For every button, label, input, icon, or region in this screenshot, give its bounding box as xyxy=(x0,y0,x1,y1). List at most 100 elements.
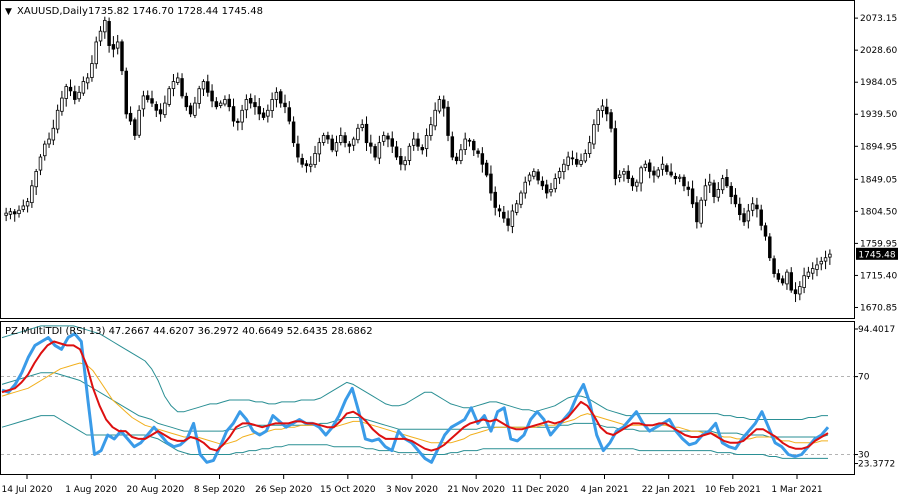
candle-body xyxy=(519,192,523,205)
candle xyxy=(360,119,364,132)
candle-body xyxy=(566,156,570,166)
candle xyxy=(750,197,755,217)
candle-body xyxy=(433,109,437,127)
price-axis-label: 1939.50 xyxy=(860,110,897,120)
candle-body xyxy=(738,203,742,215)
candle xyxy=(38,154,43,176)
candle-body xyxy=(231,106,236,122)
candle xyxy=(34,168,38,195)
candle-body xyxy=(437,99,442,112)
candle xyxy=(420,144,425,155)
candle xyxy=(399,148,403,171)
candle-body xyxy=(163,102,167,116)
candle xyxy=(810,262,815,280)
chart-dropdown-icon[interactable]: ▼ xyxy=(5,7,12,17)
candle xyxy=(828,249,832,265)
candle-body xyxy=(128,112,133,122)
indicator-axis-label: 30 xyxy=(858,451,870,461)
candle xyxy=(635,179,639,192)
candle xyxy=(699,197,703,228)
candle xyxy=(532,168,536,180)
candle-body xyxy=(399,156,403,165)
candle xyxy=(141,90,146,117)
candle-body xyxy=(236,120,240,123)
candle xyxy=(21,199,26,213)
candle-body xyxy=(660,163,665,170)
candle xyxy=(489,165,493,201)
candle xyxy=(776,269,781,283)
candle xyxy=(592,119,596,150)
candle-body xyxy=(716,189,721,198)
candle-body xyxy=(815,264,819,270)
candle xyxy=(733,188,738,208)
indicator-line-signal xyxy=(1,340,829,452)
candle-body xyxy=(810,268,815,274)
candle-body xyxy=(47,138,51,145)
candle-body xyxy=(12,211,17,215)
candle xyxy=(450,131,455,161)
candle xyxy=(643,160,648,172)
candle-body xyxy=(394,146,399,158)
candle-body xyxy=(296,143,300,158)
candle-body xyxy=(326,135,330,140)
candle-body xyxy=(154,104,159,111)
candle-body xyxy=(544,184,549,194)
candle-body xyxy=(171,81,176,90)
candle xyxy=(768,233,772,261)
candle xyxy=(712,179,716,204)
indicator-axis-label: 94.4017 xyxy=(858,325,895,335)
price-panel[interactable] xyxy=(0,0,855,319)
candle xyxy=(210,84,214,108)
time-axis-label: 15 Oct 2020 xyxy=(320,485,376,495)
candle xyxy=(703,178,708,207)
candle-body xyxy=(4,212,8,216)
candle xyxy=(25,197,30,213)
candle xyxy=(193,96,197,119)
candle-body xyxy=(150,98,154,104)
candle-body xyxy=(454,156,459,162)
candle xyxy=(253,95,257,115)
candle-body xyxy=(51,127,56,141)
candle xyxy=(111,36,116,58)
candle-body xyxy=(176,77,180,83)
indicator-panel[interactable] xyxy=(0,321,855,475)
candle-body xyxy=(424,135,429,150)
candle xyxy=(201,79,206,97)
candle xyxy=(562,159,566,180)
candle xyxy=(472,139,476,157)
candle-body xyxy=(339,135,343,143)
candle xyxy=(630,175,635,191)
candle xyxy=(459,144,463,165)
candle xyxy=(639,165,643,192)
candle xyxy=(502,206,506,223)
candle-body xyxy=(364,123,369,144)
candle-body xyxy=(592,124,596,145)
candle xyxy=(506,210,510,232)
candle xyxy=(158,103,163,122)
candle-body xyxy=(317,142,322,155)
candle xyxy=(309,156,313,173)
candle xyxy=(729,182,733,205)
candle xyxy=(437,95,442,114)
candle-body xyxy=(373,146,377,158)
candle-body xyxy=(429,124,433,137)
candle-body xyxy=(115,41,120,49)
candle-body xyxy=(652,170,656,176)
candle-body xyxy=(300,157,304,165)
candle-body xyxy=(690,188,695,205)
candle xyxy=(291,116,296,147)
candle xyxy=(51,119,56,146)
candle-body xyxy=(562,163,566,173)
chart-ohlc-readout: 1735.82 1746.70 1728.44 1745.48 xyxy=(88,6,263,17)
candle-body xyxy=(390,138,394,147)
candle-body xyxy=(145,95,150,100)
candle-body xyxy=(643,163,648,168)
candle xyxy=(429,116,433,141)
candle xyxy=(347,141,352,154)
candle xyxy=(120,39,124,75)
candle-body xyxy=(493,191,497,208)
candle-body xyxy=(55,109,60,130)
candle xyxy=(231,98,236,127)
